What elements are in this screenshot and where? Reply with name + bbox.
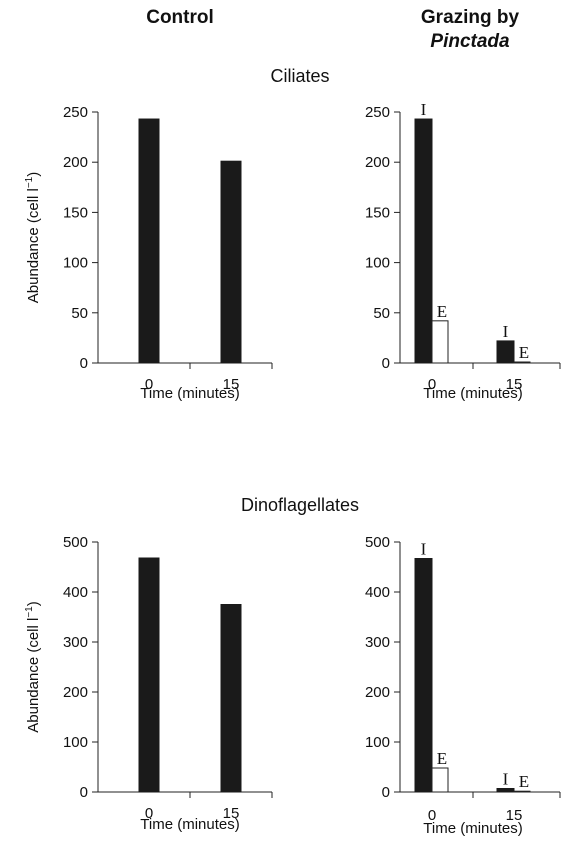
bar-e-cat-15 xyxy=(513,361,531,364)
y-tick-label: 100 xyxy=(365,734,390,751)
x-axis-title: Time (minutes) xyxy=(423,820,522,837)
bar-label-e: E xyxy=(519,343,529,362)
x-axis-title: Time (minutes) xyxy=(140,816,239,833)
y-tick-label: 0 xyxy=(382,784,390,801)
y-tick-label: 400 xyxy=(365,584,390,601)
y-tick-label: 100 xyxy=(63,255,88,272)
bar-label-i: I xyxy=(421,100,427,119)
x-category-label: 0 xyxy=(428,807,436,824)
x-category-label: 15 xyxy=(506,807,523,824)
x-axis-title: Time (minutes) xyxy=(140,385,239,402)
row-header-ciliates: Ciliates xyxy=(200,66,400,87)
y-axis-title: Abundance (cell l−1) xyxy=(24,601,42,732)
y-tick-label: 250 xyxy=(365,104,390,121)
column-header-grazing: Grazing by Pinctada xyxy=(390,6,550,54)
bar-e-cat-15 xyxy=(513,790,531,793)
y-tick-label: 400 xyxy=(63,584,88,601)
column-header-control-text: Control xyxy=(146,7,214,28)
y-tick-label: 300 xyxy=(63,634,88,651)
y-tick-label: 50 xyxy=(373,305,390,322)
y-axis-title-rest: ) xyxy=(25,172,42,177)
y-axis-title-superscript: −1 xyxy=(24,606,35,618)
y-axis-title: Abundance (cell l−1) xyxy=(24,172,42,303)
y-tick-label: 100 xyxy=(365,255,390,272)
row-header-dinoflagellates: Dinoflagellates xyxy=(170,495,430,516)
x-category-label: 15 xyxy=(223,805,240,822)
y-tick-label: 300 xyxy=(365,634,390,651)
bar-cat-0 xyxy=(138,118,160,364)
bar-cat-15 xyxy=(220,160,242,364)
bar-i-cat-15 xyxy=(496,788,515,793)
bar-label-e: E xyxy=(519,772,529,791)
y-tick-label: 500 xyxy=(365,534,390,551)
y-tick-label: 150 xyxy=(365,204,390,221)
bar-e-cat-0 xyxy=(431,767,449,793)
row-header-ciliates-text: Ciliates xyxy=(270,66,330,86)
y-tick-label: 200 xyxy=(365,684,390,701)
bar-label-i: I xyxy=(503,770,509,789)
x-category-label: 0 xyxy=(145,805,153,822)
column-header-grazing-line2: Pinctada xyxy=(430,31,510,52)
y-tick-label: 250 xyxy=(63,104,88,121)
x-category-label: 15 xyxy=(506,376,523,393)
bar-cat-15 xyxy=(220,604,242,793)
bar-label-i: I xyxy=(503,322,509,341)
y-tick-label: 0 xyxy=(80,355,88,372)
x-category-label: 15 xyxy=(223,376,240,393)
x-axis-title: Time (minutes) xyxy=(423,385,522,402)
row-header-dinoflagellates-text: Dinoflagellates xyxy=(240,495,360,515)
bar-label-e: E xyxy=(437,302,447,321)
bar-cat-0 xyxy=(138,557,160,793)
y-tick-label: 500 xyxy=(63,534,88,551)
column-header-grazing-line1: Grazing by xyxy=(420,7,520,28)
x-category-label: 0 xyxy=(145,376,153,393)
x-category-label: 0 xyxy=(428,376,436,393)
bar-e-cat-0 xyxy=(431,320,449,364)
bar-label-e: E xyxy=(437,749,447,768)
y-axis-title-superscript: −1 xyxy=(24,176,35,188)
y-tick-label: 0 xyxy=(382,355,390,372)
bar-label-i: I xyxy=(421,540,427,559)
y-tick-label: 150 xyxy=(63,204,88,221)
y-tick-label: 200 xyxy=(365,154,390,171)
y-tick-label: 0 xyxy=(80,784,88,801)
y-tick-label: 50 xyxy=(71,305,88,322)
column-header-control: Control xyxy=(100,6,260,30)
y-tick-label: 200 xyxy=(63,684,88,701)
y-tick-label: 200 xyxy=(63,154,88,171)
y-axis-title-rest: ) xyxy=(25,601,42,606)
bar-i-cat-0 xyxy=(414,558,433,793)
bar-i-cat-0 xyxy=(414,118,433,364)
y-tick-label: 100 xyxy=(63,734,88,751)
bar-i-cat-15 xyxy=(496,340,515,364)
